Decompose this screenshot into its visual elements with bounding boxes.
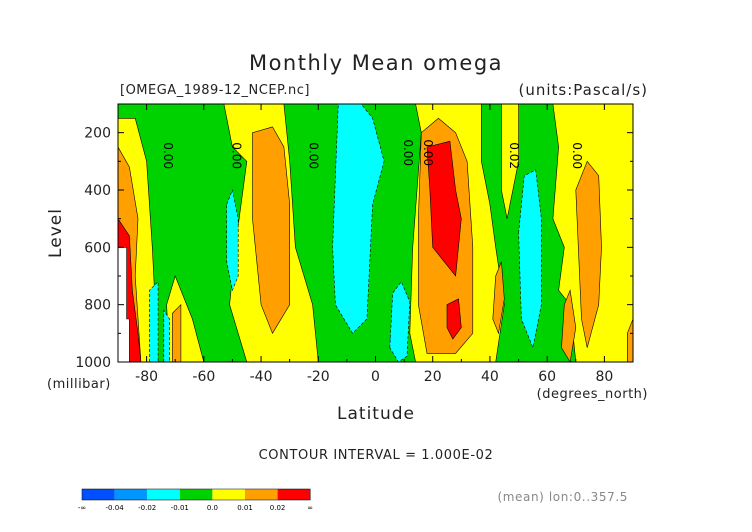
contour-labels: 0.00 0.00 0.00 0.00 0.00 0.02 0.00 <box>161 139 584 169</box>
contour-region-001_002 <box>561 289 577 362</box>
legend-label: 0.02 <box>270 504 286 512</box>
x-tick-label: -20 <box>307 369 330 385</box>
file-label: [OMEGA_1989-12_NCEP.nc] <box>120 83 310 98</box>
y-axis: 200 400 600 800 1000 <box>75 126 633 371</box>
chart-title: Monthly Mean omega <box>249 51 503 75</box>
y-tick-label: 1000 <box>75 355 111 371</box>
x-tick-label: -80 <box>135 369 158 385</box>
legend-swatch <box>245 489 278 500</box>
contour-region-001_002 <box>626 318 633 362</box>
contour-region-gt_002 <box>446 298 462 340</box>
contour-interval: CONTOUR INTERVAL = 1.000E-02 <box>259 448 494 463</box>
contour-regions <box>118 104 633 362</box>
legend-swatch <box>114 489 148 500</box>
legend-swatch <box>277 489 311 500</box>
contour-label: 0.00 <box>229 142 243 169</box>
y-tick-label: 600 <box>84 240 111 256</box>
contour-region-m002_m001 <box>518 169 542 349</box>
x-tick-label: -40 <box>250 369 273 385</box>
legend-label: -∞ <box>78 504 86 512</box>
x-tick-label: -60 <box>192 369 215 385</box>
contour-region-001_002 <box>252 126 291 334</box>
x-axis-label: Latitude <box>337 404 415 424</box>
legend-frame <box>81 488 311 501</box>
color-legend: -∞ -0.04 -0.02 -0.01 0.0 0.01 0.02 ∞ <box>78 488 313 512</box>
y-tick-label: 200 <box>84 126 111 142</box>
y-tick-label: 800 <box>84 298 111 314</box>
legend-label: 0.0 <box>207 504 218 512</box>
x-tick-label: 40 <box>481 369 499 385</box>
legend-label: -0.01 <box>171 504 189 512</box>
legend-swatch <box>212 489 245 500</box>
y-axis-label: Level <box>46 208 66 258</box>
contour-region-0_001 <box>501 104 519 219</box>
x-axis: -80 -60 -40 -20 0 20 40 60 80 <box>117 104 634 385</box>
legend-label: ∞ <box>307 504 313 512</box>
contour-region-001_002 <box>172 303 182 362</box>
legend-label: 0.01 <box>237 504 253 512</box>
legend-label: -0.04 <box>106 504 125 512</box>
contour-region-m002_m001 <box>163 309 170 362</box>
contour-region-m002_m001 <box>389 281 411 362</box>
x-tick-label: 80 <box>595 369 613 385</box>
x-tick-label: 20 <box>424 369 442 385</box>
legend-swatch <box>82 489 115 500</box>
y-tick-label: 400 <box>84 183 111 199</box>
contour-region-gt_002 <box>426 140 462 277</box>
contour-label: 0.00 <box>307 142 321 169</box>
contour-region-m002_m001 <box>332 104 385 334</box>
contour-label: 0.00 <box>421 139 435 166</box>
legend-label: -0.02 <box>138 504 156 512</box>
x-tick-label: 60 <box>538 369 556 385</box>
x-tick-label: 0 <box>371 369 380 385</box>
contour-label: 0.00 <box>570 142 584 169</box>
contour-region-001_002 <box>492 261 505 335</box>
mean-note: (mean) lon:0..357.5 <box>497 490 628 504</box>
legend-swatch <box>147 489 180 500</box>
units-label: (units:Pascal/s) <box>519 81 649 99</box>
contour-label: 0.00 <box>401 139 415 166</box>
x-axis-units: (degrees_north) <box>537 387 648 402</box>
contour-region-m002_m001 <box>226 188 239 292</box>
contour-region-001_002 <box>575 160 602 348</box>
contour-region-m002_m001 <box>149 280 159 362</box>
contour-label: 0.00 <box>161 142 175 169</box>
legend-swatch <box>179 489 213 500</box>
y-axis-units: (millibar) <box>47 377 111 392</box>
contour-label: 0.02 <box>507 142 521 169</box>
